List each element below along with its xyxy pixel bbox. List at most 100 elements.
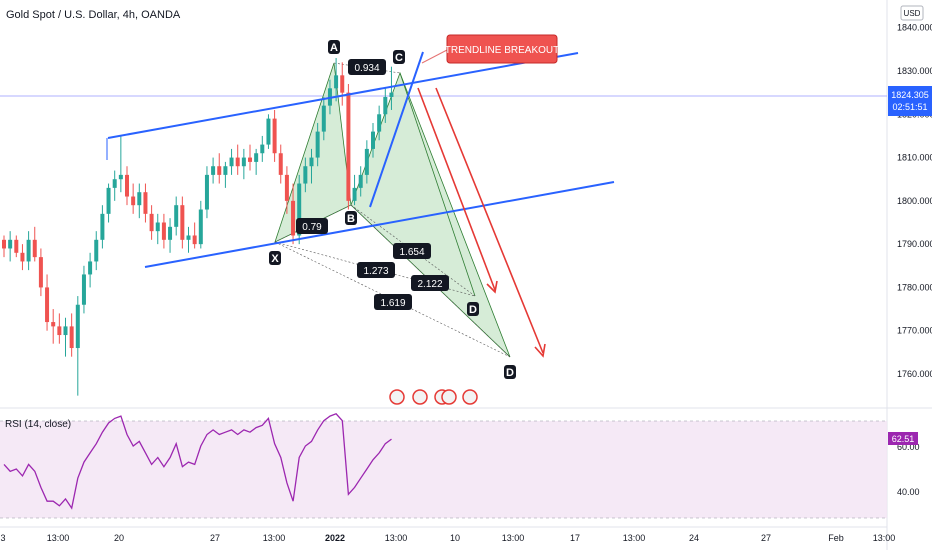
candle-body [371, 131, 375, 149]
candle-body [192, 235, 197, 245]
price-tick: 1770.000 [897, 326, 932, 336]
candle-body [94, 239, 99, 262]
candle-body [118, 174, 123, 180]
ratio-box [296, 218, 328, 234]
pattern-point-box [328, 40, 340, 54]
candle-body [291, 200, 296, 236]
time-tick: 3 [0, 533, 5, 543]
ratio-label: 1.654 [399, 247, 424, 258]
candle-body [297, 183, 302, 236]
currency-label: USD [904, 9, 921, 18]
time-tick: 24 [689, 533, 699, 543]
us-flag-icon [412, 389, 428, 405]
pattern-point-label: X [271, 253, 279, 265]
pattern-cd-inner [399, 72, 476, 297]
time-tick: 27 [210, 533, 220, 543]
rsi-tick-40: 40.00 [897, 487, 920, 497]
projection-arrow-1 [417, 87, 498, 294]
rsi-tick-60: 60.00 [897, 442, 920, 452]
pattern-point-box [467, 302, 479, 316]
time-tick: 13:00 [385, 533, 408, 543]
pattern-point-box [393, 50, 405, 64]
projection-arrow-2 [435, 87, 546, 358]
time-tick: Feb [828, 533, 844, 543]
candle-body [26, 239, 31, 262]
pattern-point-label: D [506, 367, 514, 379]
candle-body [284, 174, 289, 201]
candle-body [309, 157, 314, 167]
rsi-line [3, 413, 392, 510]
pattern-points: X A B C D D [269, 40, 516, 379]
candle-body [346, 92, 351, 201]
time-tick: 13:00 [502, 533, 525, 543]
steep-trendline [369, 51, 424, 208]
candle-body [321, 105, 326, 132]
candle-body [69, 326, 74, 349]
rsi-value-badge: 62.51 [888, 432, 918, 445]
candle-body [100, 213, 105, 240]
candle-body [112, 179, 117, 188]
candle-body [137, 192, 142, 206]
candle-body [358, 174, 363, 188]
chart-title: Gold Spot / U.S. Dollar, 4h, OANDA [6, 9, 181, 21]
candle-body [20, 252, 25, 262]
pattern-point-label: B [347, 213, 355, 225]
candle-body [180, 205, 185, 240]
candle-body [377, 114, 382, 132]
candle-body [334, 75, 339, 89]
annotation-text: TRENDLINE BREAKOUT [445, 45, 559, 56]
candle-body [186, 235, 191, 240]
us-flag-icon [441, 389, 457, 405]
time-tick: 13:00 [47, 533, 70, 543]
ratio-box [411, 275, 449, 291]
ratio-label: 2.122 [417, 279, 442, 290]
price-tick: 1830.000 [897, 66, 932, 76]
ratio-label: 0.79 [302, 222, 322, 233]
candle-body [8, 239, 13, 249]
pattern-point-box [269, 251, 281, 265]
candle-body [75, 304, 80, 349]
candle-body [383, 96, 388, 115]
candle-body [241, 157, 246, 167]
pattern-point-label: D [469, 304, 477, 316]
candle-body [125, 174, 129, 197]
annotation-callout[interactable]: TRENDLINE BREAKOUT [421, 34, 559, 64]
candle-body [131, 196, 136, 206]
candle-body [211, 166, 216, 175]
time-tick: 13:00 [873, 533, 896, 543]
time-axis: 3 13:00 20 27 13:00 2022 13:00 10 13:00 17 13:00 24… [0, 533, 895, 543]
rsi-value: 62.51 [892, 434, 915, 444]
pattern-point-label: A [330, 42, 338, 54]
ratio-label: 1.273 [363, 266, 388, 277]
ratio-box [348, 59, 386, 75]
time-tick: 2022 [325, 533, 345, 543]
price-tick: 1800.000 [897, 196, 932, 206]
candle-body [303, 166, 308, 184]
candle-body [217, 166, 222, 175]
last-price-countdown: 02:51:51 [892, 102, 927, 112]
candle-body [204, 174, 209, 210]
candle-body [57, 326, 62, 336]
time-tick: 13:00 [623, 533, 646, 543]
candle-body [149, 213, 154, 232]
candle-body [81, 274, 86, 305]
event-icons[interactable] [389, 389, 478, 405]
price-axis: 1840.0001830.0001820.0001810.0001800.000… [897, 23, 932, 379]
candle-body [45, 287, 50, 323]
candle-body [260, 144, 265, 154]
candle-body [223, 166, 228, 175]
us-flag-icon [389, 389, 405, 405]
ratio-box [393, 243, 431, 259]
currency-badge[interactable]: USD [900, 5, 924, 21]
upper-trendline [107, 52, 579, 139]
us-flag-icon [462, 389, 478, 405]
candle-body [51, 322, 56, 327]
last-price-badge: 1824.305 02:51:51 [888, 86, 932, 116]
candle-body [198, 209, 203, 245]
candle-body [38, 257, 43, 288]
price-tick: 1790.000 [897, 239, 932, 249]
candle-body [364, 148, 369, 175]
candle-body [168, 226, 173, 240]
candle-body [278, 153, 283, 175]
